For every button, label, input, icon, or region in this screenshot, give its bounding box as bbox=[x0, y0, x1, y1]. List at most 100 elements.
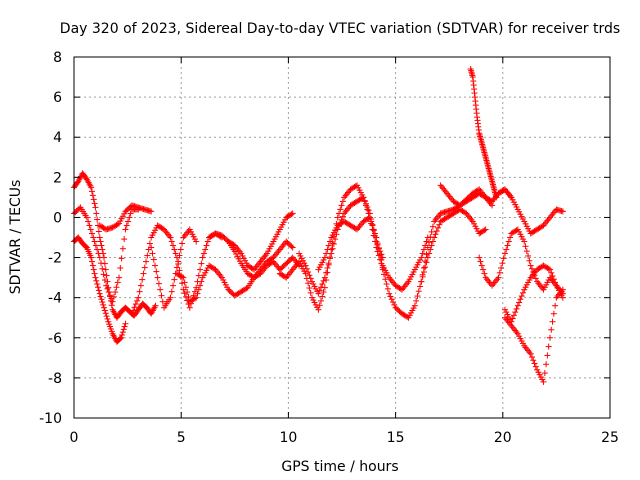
data-point bbox=[373, 234, 380, 241]
data-point bbox=[88, 254, 95, 261]
data-point bbox=[91, 238, 98, 245]
data-point bbox=[155, 280, 162, 287]
data-point bbox=[436, 221, 443, 228]
data-point bbox=[420, 246, 427, 253]
data-point bbox=[103, 272, 110, 279]
data-point bbox=[431, 234, 438, 241]
data-point bbox=[383, 281, 390, 288]
series-track-l bbox=[315, 214, 431, 293]
chart-title: Day 320 of 2023, Sidereal Day-to-day VTE… bbox=[60, 21, 620, 37]
data-point bbox=[426, 250, 433, 257]
data-point bbox=[203, 242, 210, 249]
data-point bbox=[103, 313, 110, 320]
series-track-j bbox=[276, 182, 386, 313]
data-point bbox=[323, 269, 330, 276]
grid-lines bbox=[74, 57, 610, 418]
data-point bbox=[168, 288, 175, 295]
data-point bbox=[146, 240, 153, 247]
data-point bbox=[288, 211, 295, 218]
data-point bbox=[139, 276, 146, 283]
data-point bbox=[125, 218, 132, 225]
data-point bbox=[197, 282, 204, 289]
data-point bbox=[530, 357, 537, 364]
data-point bbox=[325, 242, 332, 249]
data-point bbox=[423, 259, 430, 266]
data-point bbox=[549, 318, 556, 325]
data-point bbox=[175, 258, 182, 265]
data-point bbox=[176, 252, 183, 259]
data-point bbox=[386, 290, 393, 297]
data-point bbox=[544, 352, 551, 359]
series-track-f bbox=[148, 226, 200, 311]
data-point bbox=[519, 289, 526, 296]
data-point bbox=[200, 250, 207, 257]
data-point bbox=[104, 285, 111, 292]
data-point bbox=[429, 223, 436, 230]
data-point bbox=[339, 198, 346, 205]
data-point bbox=[181, 279, 188, 286]
data-point bbox=[303, 265, 310, 272]
data-point bbox=[315, 290, 322, 297]
y-tick-label: 8 bbox=[53, 50, 62, 66]
data-point bbox=[181, 290, 188, 297]
data-point bbox=[415, 288, 422, 295]
data-point bbox=[119, 245, 126, 252]
data-point bbox=[94, 281, 101, 288]
data-point bbox=[116, 274, 123, 281]
axis-ticks: 0 5 10 15 20 25 -10 -8 -6 -4 -2 0 2 4 6 8 bbox=[39, 50, 619, 446]
data-point bbox=[335, 210, 342, 217]
data-point bbox=[90, 196, 97, 203]
data-point bbox=[101, 307, 108, 314]
data-point bbox=[98, 242, 105, 249]
data-point bbox=[545, 265, 552, 272]
data-point bbox=[518, 293, 525, 300]
data-point bbox=[95, 250, 102, 257]
data-point bbox=[552, 279, 559, 286]
data-point bbox=[422, 258, 429, 265]
data-point bbox=[99, 246, 106, 253]
data-point bbox=[364, 204, 371, 211]
data-point bbox=[107, 292, 114, 299]
series-track-b bbox=[71, 234, 129, 345]
data-point bbox=[317, 297, 324, 304]
data-point bbox=[323, 250, 330, 257]
data-point bbox=[527, 262, 534, 269]
data-point bbox=[305, 280, 312, 287]
data-point bbox=[319, 293, 326, 300]
data-point bbox=[482, 226, 489, 233]
data-point bbox=[384, 285, 391, 292]
data-point bbox=[496, 269, 503, 276]
series-track-a bbox=[71, 170, 159, 321]
data-point bbox=[541, 370, 548, 377]
data-point bbox=[122, 320, 129, 327]
data-marks bbox=[71, 66, 566, 385]
data-point bbox=[193, 294, 200, 301]
data-point bbox=[88, 184, 95, 191]
data-point bbox=[119, 331, 126, 338]
data-point bbox=[374, 240, 381, 247]
data-point bbox=[549, 273, 556, 280]
data-point bbox=[102, 266, 109, 273]
data-point bbox=[96, 254, 103, 261]
y-tick-label: 6 bbox=[53, 90, 62, 106]
x-tick-label: 20 bbox=[494, 430, 512, 446]
data-point bbox=[170, 242, 177, 249]
data-point bbox=[184, 289, 191, 296]
data-point bbox=[127, 210, 134, 217]
data-point bbox=[321, 274, 328, 281]
data-point bbox=[428, 228, 435, 235]
data-point bbox=[413, 297, 420, 304]
y-axis-title: SDTVAR / TECUs bbox=[8, 180, 24, 295]
data-point bbox=[89, 258, 96, 265]
data-point bbox=[114, 221, 121, 228]
data-point bbox=[429, 238, 436, 245]
data-point bbox=[512, 309, 519, 316]
data-point bbox=[135, 294, 142, 301]
data-point bbox=[112, 289, 119, 296]
data-point bbox=[289, 210, 296, 217]
data-point bbox=[522, 243, 529, 250]
data-point bbox=[328, 250, 335, 257]
data-point bbox=[96, 234, 103, 241]
data-point bbox=[326, 238, 333, 245]
data-point bbox=[113, 284, 120, 291]
